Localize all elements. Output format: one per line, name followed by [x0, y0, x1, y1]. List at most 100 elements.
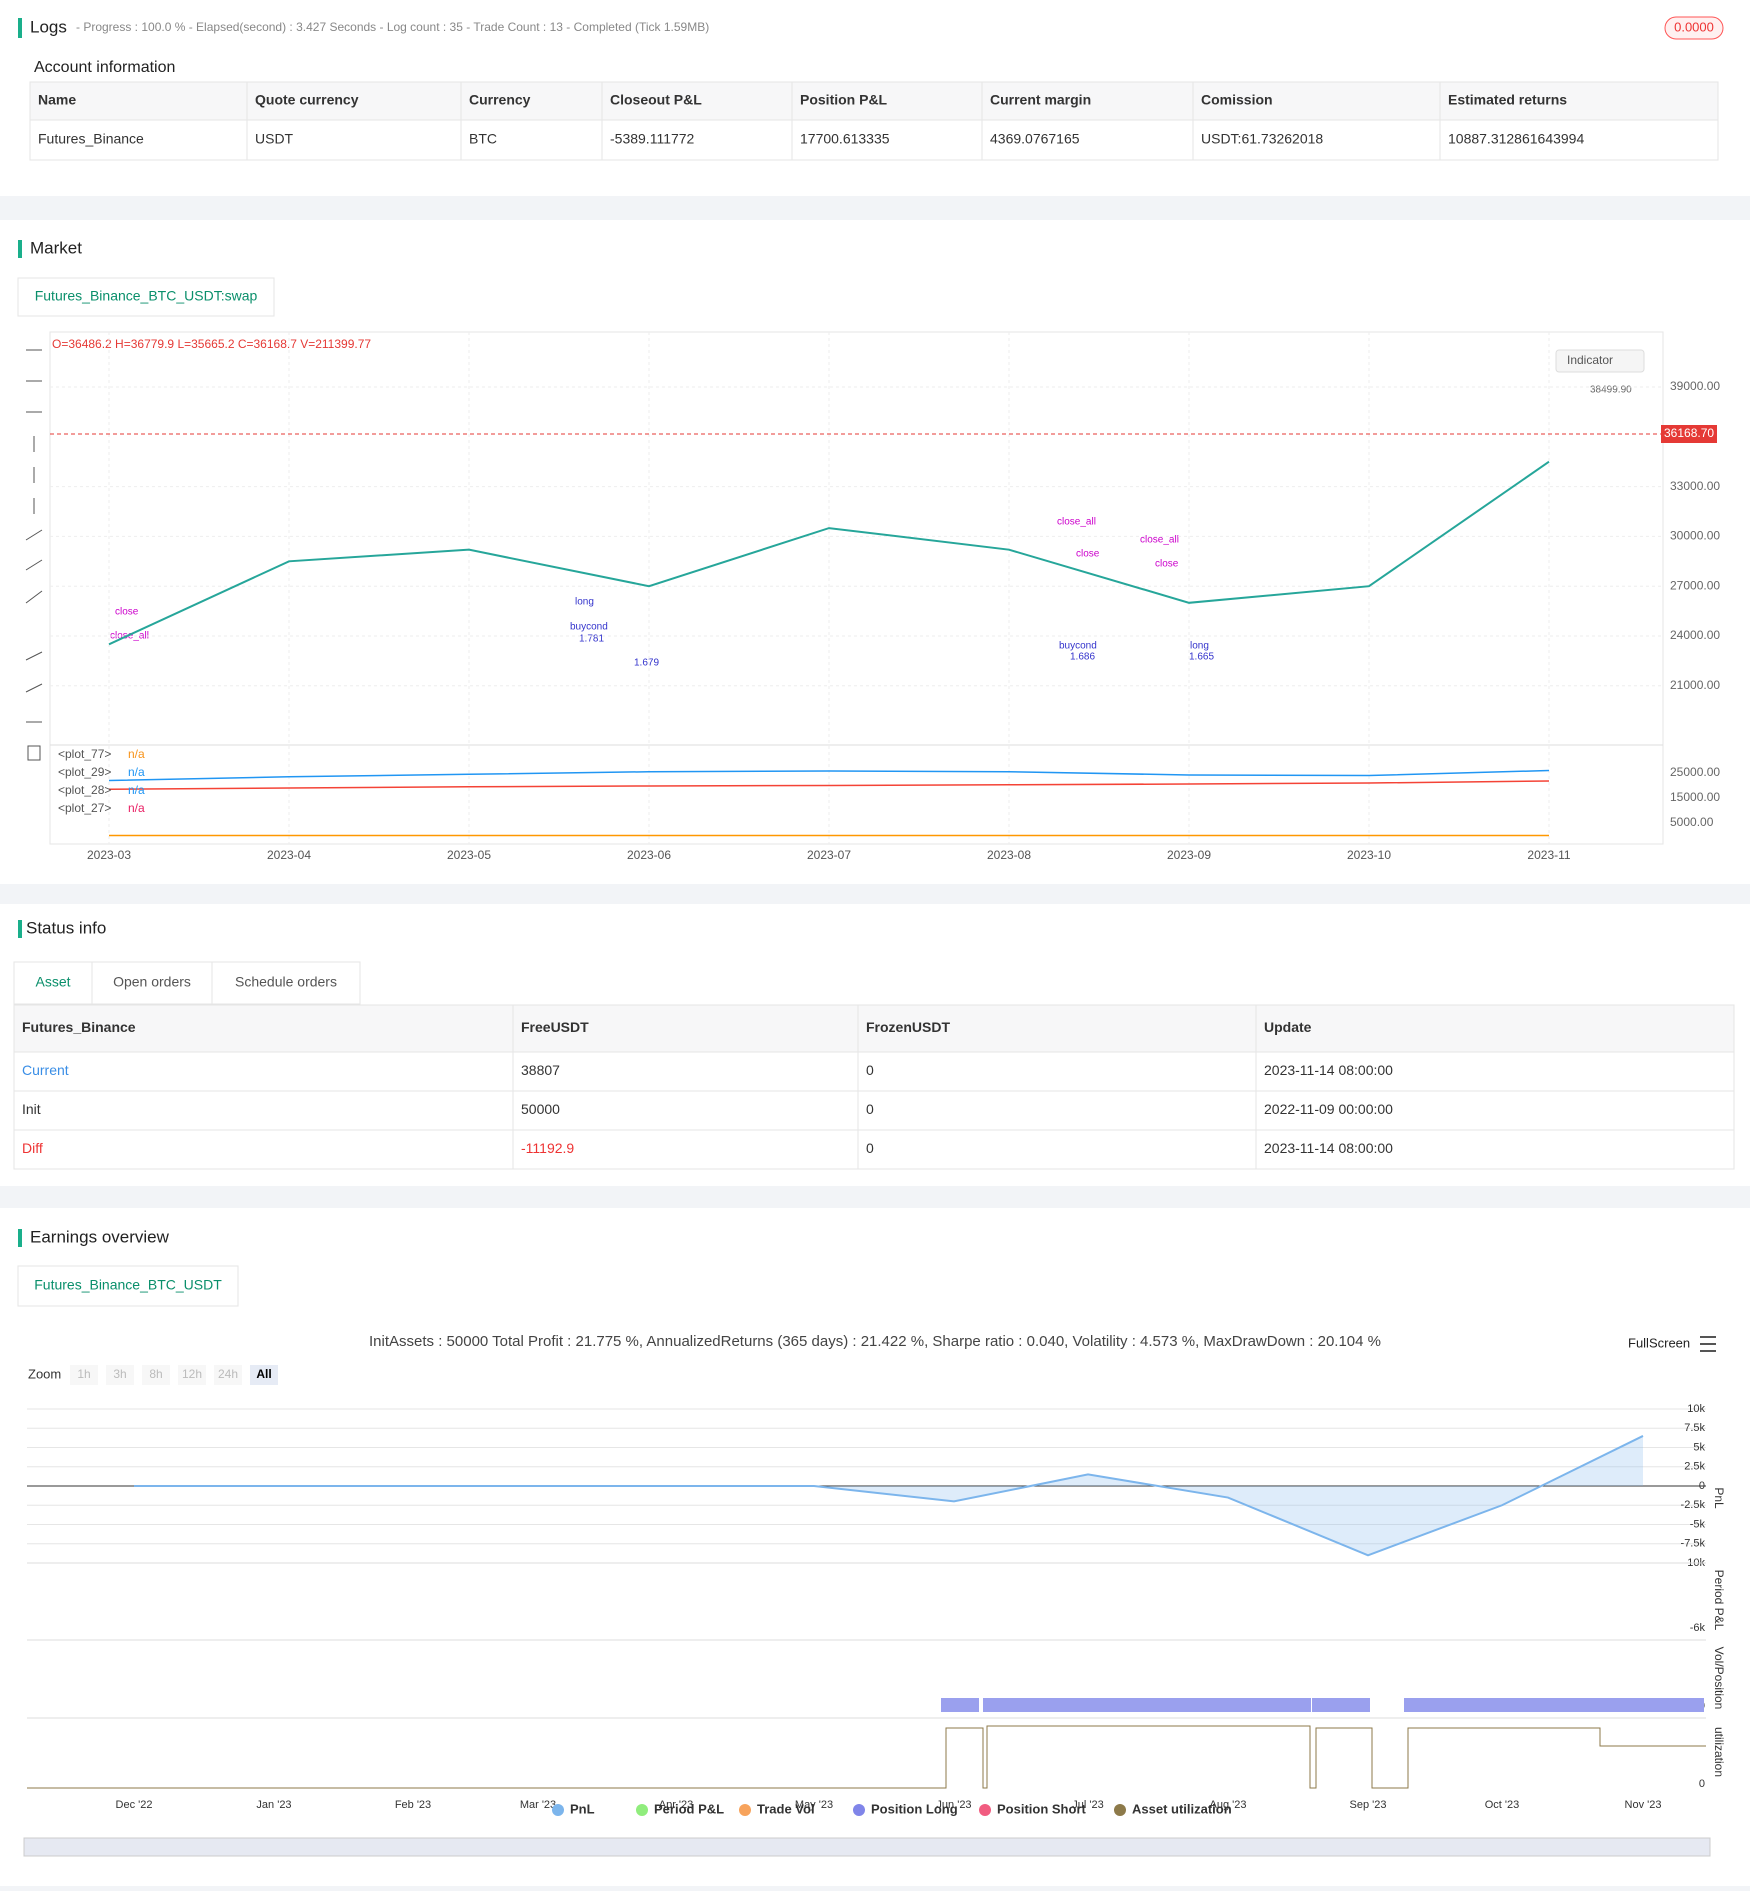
- annotation: 1.686: [1070, 652, 1095, 663]
- zoom-label: Zoom: [28, 1366, 61, 1381]
- tab[interactable]: [13, 961, 93, 1005]
- cell: 0: [866, 1101, 874, 1117]
- tab-label[interactable]: Asset: [35, 974, 70, 990]
- annotation: buycond: [1059, 641, 1097, 652]
- zoom-button[interactable]: [214, 1365, 242, 1385]
- y-tick-label: 25000.00: [1670, 765, 1720, 779]
- legend-label[interactable]: Position Long: [871, 1801, 958, 1816]
- plot-value: n/a: [128, 765, 145, 779]
- tab-label[interactable]: Futures_Binance_BTC_USDT:swap: [35, 288, 258, 304]
- legend-label[interactable]: PnL: [570, 1801, 595, 1816]
- zoom-button[interactable]: [70, 1365, 98, 1385]
- y-tick-label: -7.5k: [1681, 1538, 1706, 1550]
- tab[interactable]: [211, 961, 361, 1005]
- cell: 2023-11-14 08:00:00: [1264, 1062, 1393, 1078]
- column-header: Futures_Binance: [22, 1019, 136, 1035]
- zoom-button[interactable]: [178, 1365, 206, 1385]
- x-tick-label: Aug '23: [1210, 1799, 1247, 1811]
- tab[interactable]: [17, 1265, 239, 1307]
- position-bar: [941, 1698, 979, 1712]
- fullscreen-button[interactable]: FullScreen: [1628, 1335, 1690, 1350]
- x-tick-label: 2023-09: [1167, 848, 1211, 862]
- x-tick-label: 2023-10: [1347, 848, 1391, 862]
- zoom-button-label[interactable]: 8h: [149, 1367, 162, 1381]
- column-header: Quote currency: [255, 92, 359, 108]
- x-tick-label: Jul '23: [1072, 1799, 1103, 1811]
- zoom-button-label[interactable]: 3h: [113, 1367, 126, 1381]
- annotation: 1.665: [1189, 652, 1214, 663]
- column-header: Estimated returns: [1448, 92, 1567, 108]
- y-tick-label: -2.5k: [1681, 1499, 1706, 1511]
- section-title: Logs: [30, 17, 67, 36]
- legend-marker[interactable]: [552, 1804, 564, 1816]
- zoom-button[interactable]: [250, 1365, 278, 1385]
- axis-title: PnL: [1712, 1487, 1726, 1509]
- column-header: Closeout P&L: [610, 92, 702, 108]
- cell: USDT: [255, 131, 294, 147]
- tab-label[interactable]: Schedule orders: [235, 974, 337, 990]
- y-tick-label: -6k: [1690, 1622, 1706, 1634]
- y-tick-label: -5k: [1690, 1518, 1706, 1530]
- zoom-button[interactable]: [142, 1365, 170, 1385]
- badge: [1664, 16, 1724, 40]
- column-header: FreeUSDT: [521, 1019, 589, 1035]
- legend-label[interactable]: Trade Vol: [757, 1801, 815, 1816]
- legend-marker[interactable]: [979, 1804, 991, 1816]
- y-tick-label: 27000.00: [1670, 578, 1720, 592]
- cell: 38807: [521, 1062, 560, 1078]
- plot-value: n/a: [128, 747, 145, 761]
- legend-marker[interactable]: [636, 1804, 648, 1816]
- plot-value: n/a: [128, 783, 145, 797]
- annotation: long: [575, 597, 594, 608]
- menu-icon[interactable]: [1700, 1336, 1716, 1352]
- y-tick-label: 39000.00: [1670, 379, 1720, 393]
- market-panel: [0, 220, 1750, 884]
- annotation: close_all: [1140, 535, 1179, 546]
- x-tick-label: 2023-11: [1527, 848, 1570, 862]
- cell: 17700.613335: [800, 131, 890, 147]
- column-header: Currency: [469, 92, 531, 108]
- axis-title: utilization: [1712, 1727, 1726, 1777]
- navigator[interactable]: [23, 1837, 1711, 1857]
- y-tick-label: 24000.00: [1670, 628, 1720, 642]
- tab[interactable]: [17, 277, 275, 317]
- legend-marker[interactable]: [853, 1804, 865, 1816]
- legend-marker[interactable]: [739, 1804, 751, 1816]
- x-tick-label: Mar '23: [520, 1799, 556, 1811]
- y-tick-label: 2.5k: [1684, 1461, 1705, 1473]
- legend-label[interactable]: Position Short: [997, 1801, 1087, 1816]
- legend-marker[interactable]: [1114, 1804, 1126, 1816]
- annotation: close: [1076, 549, 1100, 560]
- cell: USDT:61.73262018: [1201, 131, 1323, 147]
- table-title: Account information: [34, 59, 175, 76]
- y-tick-label: 30000.00: [1670, 529, 1720, 543]
- tab[interactable]: [91, 961, 213, 1005]
- zoom-button-label[interactable]: 1h: [77, 1367, 90, 1381]
- pnl-line: [134, 1435, 1644, 1557]
- y-tick-label: 0: [1699, 1480, 1705, 1492]
- legend-label[interactable]: Asset utilization: [1132, 1801, 1232, 1816]
- x-tick-label: Dec '22: [116, 1799, 153, 1811]
- zoom-button-label[interactable]: All: [256, 1367, 271, 1381]
- chart-frame: [49, 331, 1664, 845]
- earnings-panel: [0, 1208, 1750, 1886]
- column-header: Comission: [1201, 92, 1273, 108]
- cell: Futures_Binance: [38, 131, 144, 147]
- indicator-label[interactable]: Indicator: [1567, 353, 1613, 367]
- zoom-button-label[interactable]: 24h: [218, 1367, 238, 1381]
- annotation: close_all: [1057, 517, 1096, 528]
- zoom-button-label[interactable]: 12h: [182, 1367, 202, 1381]
- tab-label[interactable]: Futures_Binance_BTC_USDT: [34, 1277, 222, 1293]
- cell: BTC: [469, 131, 497, 147]
- x-tick-label: May '23: [795, 1799, 833, 1811]
- zoom-button[interactable]: [106, 1365, 134, 1385]
- marker: [18, 240, 22, 258]
- summary: InitAssets : 50000 Total Profit : 21.775…: [369, 1333, 1381, 1350]
- x-tick-label: 2023-03: [87, 848, 131, 862]
- price-line: [108, 769, 1550, 782]
- tab-label[interactable]: Open orders: [113, 974, 191, 990]
- legend-label[interactable]: Period P&L: [654, 1801, 724, 1816]
- annotation: 1.781: [579, 634, 604, 645]
- indicator-button[interactable]: [1555, 349, 1645, 373]
